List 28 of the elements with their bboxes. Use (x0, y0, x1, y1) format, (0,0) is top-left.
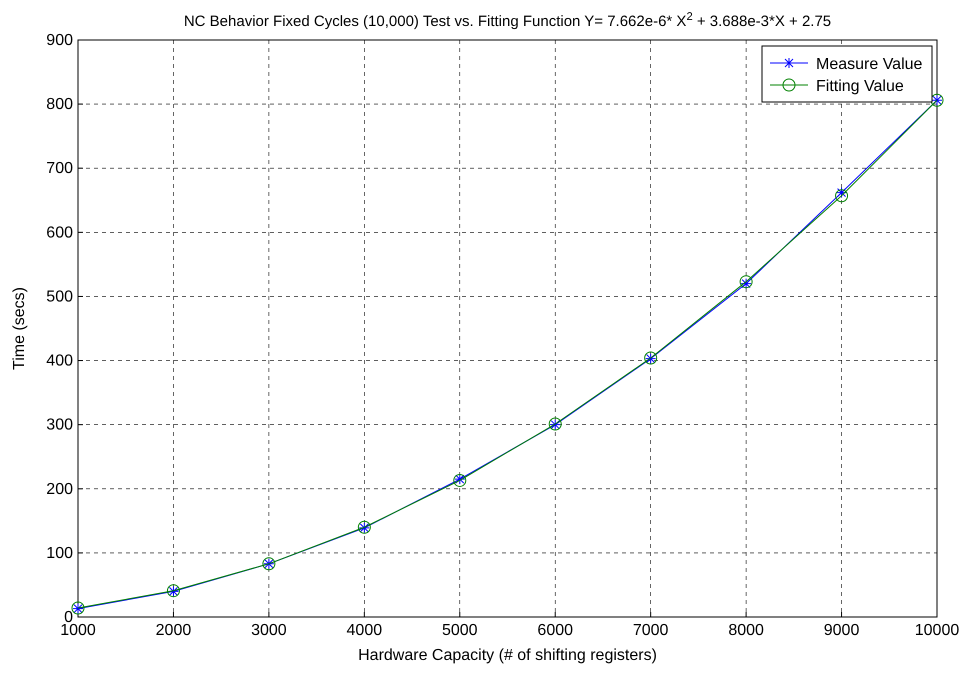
x-tick-label: 8000 (728, 622, 764, 639)
point (835, 189, 848, 202)
x-tick-label: 5000 (442, 622, 478, 639)
chart-title: NC Behavior Fixed Cycles (10,000) Test vs. Fitting Function Y= 7.662e-6* X$^{2}$ + 3.688e-3*X + 2.75 (184, 11, 832, 30)
x-tick-label: 1000 (60, 622, 96, 639)
x-tick-label: 2000 (156, 622, 192, 639)
y-tick-label: 900 (46, 32, 74, 49)
y-tick-label: 500 (46, 288, 74, 306)
x-tick-label: 10000 (914, 622, 960, 639)
point (836, 187, 848, 198)
y-tick-label: 700 (46, 160, 74, 178)
x-tick-label: 7000 (632, 622, 669, 639)
legend-label: Measure Value (816, 56, 923, 73)
y-tick-label: 300 (46, 416, 74, 434)
x-axis-title: Hardware Capacity (# of shifting registers) (358, 647, 657, 664)
y-tick-label: 200 (46, 480, 74, 498)
point (740, 275, 753, 288)
x-tick-label: 4000 (346, 622, 382, 639)
legend-label: Fitting Value (816, 78, 904, 95)
x-tick-label: 3000 (251, 622, 287, 639)
y-axis-title: Time (secs) (11, 287, 28, 370)
x-tick-label: 6000 (537, 622, 574, 639)
x-tick-label: 9000 (824, 622, 860, 639)
y-tick-label: 600 (46, 224, 74, 242)
y-tick-label: 100 (46, 544, 74, 562)
y-tick-label: 400 (46, 352, 74, 370)
point (740, 278, 752, 290)
y-tick-label: 800 (46, 96, 74, 114)
